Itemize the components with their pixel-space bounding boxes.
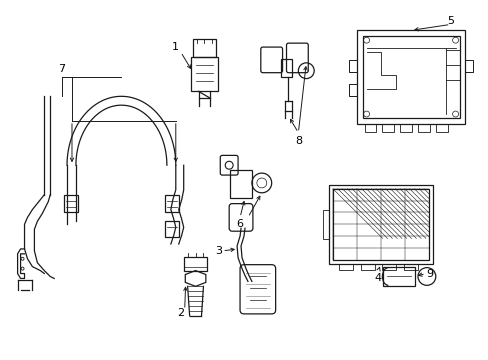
Bar bbox=[328, 185, 432, 264]
Text: 4: 4 bbox=[374, 274, 381, 283]
Bar bbox=[465, 60, 472, 72]
Bar bbox=[348, 85, 356, 96]
Bar bbox=[382, 264, 395, 270]
Bar bbox=[362, 36, 459, 118]
Bar bbox=[417, 124, 429, 132]
Bar bbox=[404, 264, 417, 270]
Bar bbox=[280, 59, 292, 77]
Text: 6: 6 bbox=[236, 219, 243, 229]
Bar bbox=[382, 124, 393, 132]
Text: 8: 8 bbox=[294, 136, 301, 145]
Bar bbox=[230, 170, 251, 198]
Text: 2: 2 bbox=[177, 308, 184, 318]
Bar bbox=[348, 60, 356, 72]
Bar bbox=[435, 124, 447, 132]
Bar bbox=[383, 267, 414, 286]
Bar bbox=[64, 195, 78, 212]
Text: 7: 7 bbox=[59, 64, 65, 74]
Text: 9: 9 bbox=[426, 269, 432, 279]
Bar bbox=[323, 210, 328, 239]
Bar bbox=[356, 30, 465, 124]
Text: 5: 5 bbox=[446, 15, 453, 26]
Bar bbox=[164, 195, 179, 212]
Bar bbox=[364, 124, 376, 132]
Bar bbox=[192, 39, 216, 57]
Bar bbox=[338, 264, 352, 270]
Bar bbox=[164, 221, 179, 237]
Text: 1: 1 bbox=[172, 42, 179, 52]
Bar bbox=[183, 257, 207, 271]
Bar bbox=[360, 264, 374, 270]
Text: 3: 3 bbox=[214, 246, 222, 256]
Bar bbox=[399, 124, 411, 132]
Bar bbox=[332, 189, 428, 260]
Bar bbox=[190, 57, 218, 91]
